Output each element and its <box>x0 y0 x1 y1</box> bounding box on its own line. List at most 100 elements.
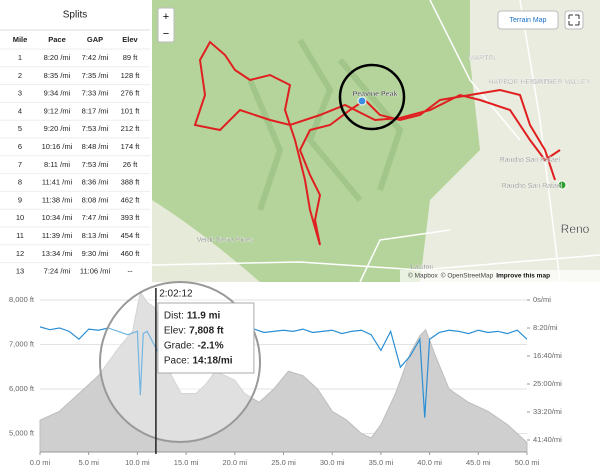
x-tick-label: 15.0 mi <box>174 458 199 467</box>
cell: 7 <box>18 160 22 169</box>
cell: 5 <box>18 124 22 133</box>
cell: 11:41 /mi <box>42 178 73 187</box>
cell: 8:35 /mi <box>44 71 71 80</box>
tooltip-label: Pace: <box>164 356 190 367</box>
y2-tick-label: 33:20/mi <box>533 407 562 416</box>
cell: 26 ft <box>123 160 139 169</box>
cell: 10:34 /mi <box>42 213 73 222</box>
cell: 7:53 /mi <box>82 124 109 133</box>
tooltip-value: 7,808 ft <box>189 326 224 337</box>
y-tick-label: 8,000 ft <box>9 295 35 304</box>
cell: 1 <box>18 53 22 62</box>
y2-tick-label: 8:20/mi <box>533 323 558 332</box>
cell: 388 ft <box>121 178 141 187</box>
elevation-chart[interactable]: 5,000 ft 6,000 ft 7,000 ft 8,000 ft 0.0 mi 5.… <box>0 281 600 473</box>
column-header: GAP <box>87 35 103 44</box>
attribution: © OpenStreetMap <box>441 272 494 280</box>
urban-area <box>420 0 600 282</box>
cell: 8:08 /mi <box>82 195 109 204</box>
cell: 7:35 /mi <box>82 71 109 80</box>
tooltip-value: 11.9 mi <box>187 311 221 322</box>
x-tick-label: 10.0 mi <box>125 458 150 467</box>
column-header: Elev <box>122 35 138 44</box>
cell: 212 ft <box>121 124 141 133</box>
map-label: Peavine Peak <box>353 91 398 98</box>
tooltip-value: -2.1% <box>197 341 223 352</box>
cell: 8:17 /mi <box>82 106 109 115</box>
start-marker <box>557 180 567 190</box>
cell: 462 ft <box>121 195 141 204</box>
cursor-time: 2:02:12 <box>159 289 193 300</box>
cell: 11 <box>16 231 24 240</box>
cell: 8:36 /mi <box>82 178 109 187</box>
tooltip-label: Grade: <box>164 341 195 352</box>
map-label: PANTHER VALLEY <box>530 79 591 86</box>
map[interactable]: + − Terrain Map Peavine Peak Verdi-Sierra… <box>151 0 600 283</box>
pace-line <box>39 326 528 418</box>
x-tick-label: 30.0 mi <box>320 458 345 467</box>
cell: 12 <box>16 249 24 258</box>
cell: 11:06 /mi <box>80 267 111 276</box>
cell: 9:20 /mi <box>44 124 71 133</box>
tooltip-value: 14:18/mi <box>192 356 232 367</box>
cell: 3 <box>18 89 22 98</box>
x-tick-label: 35.0 mi <box>369 458 394 467</box>
cell: 7:24 /mi <box>44 267 71 276</box>
y2-tick-label: 0s/mi <box>533 295 551 304</box>
map-label: Rancho San Rafael <box>502 183 563 190</box>
zoom-control[interactable] <box>157 7 175 43</box>
x-tick-label: 25.0 mi <box>271 458 296 467</box>
zoom-out[interactable]: − <box>163 28 169 40</box>
cell: 2 <box>18 71 22 80</box>
cell: 128 ft <box>121 71 141 80</box>
cell: 8:20 /mi <box>44 53 71 62</box>
cell: 13:34 /mi <box>42 249 73 258</box>
cell: 276 ft <box>121 89 141 98</box>
map-style-label[interactable]: Terrain Map <box>510 17 547 24</box>
cell: 174 ft <box>121 142 141 151</box>
cell: 7:53 /mi <box>82 160 109 169</box>
cell: 460 ft <box>121 249 141 258</box>
splits-title: Splits <box>63 10 87 21</box>
roads <box>151 0 600 283</box>
map-label: Rancho San Rafael <box>500 157 561 164</box>
cell: 11:38 /mi <box>42 195 73 204</box>
x-tick-label: 50.0 mi <box>515 458 540 467</box>
cell: 10 <box>16 213 24 222</box>
map-label: Verdi-Sierra Pines <box>197 237 254 244</box>
cell: 9:30 /mi <box>82 249 109 258</box>
tooltip-label: Dist: <box>164 311 184 322</box>
attribution: © Mapbox <box>408 272 438 280</box>
fullscreen-button[interactable] <box>564 10 584 30</box>
y2-tick-label: 16:40/mi <box>533 351 562 360</box>
map-style-button[interactable] <box>497 10 559 30</box>
column-header: Pace <box>48 35 66 44</box>
cell: 7:42 /mi <box>82 53 109 62</box>
map-label: MARTIN <box>469 55 496 62</box>
zoom-in[interactable]: + <box>163 11 169 23</box>
cell: 4 <box>18 106 22 115</box>
panel-bg <box>0 0 150 282</box>
cell: 101 ft <box>121 106 141 115</box>
y2-tick-label: 25:00/mi <box>533 379 562 388</box>
map-label: HARBOR HEIGHTS <box>488 79 551 86</box>
y-tick-label: 7,000 ft <box>9 340 35 349</box>
cell: 7:47 /mi <box>82 213 109 222</box>
cell: 10:16 /mi <box>42 142 73 151</box>
cell: 11:39 /mi <box>42 231 73 240</box>
x-tick-label: 20.0 mi <box>222 458 247 467</box>
y-tick-label: 5,000 ft <box>9 429 35 438</box>
splits-panel: Splits Mile Pace GAP Elev 1 8:20 /mi 7:42 /mi 8… <box>0 0 150 282</box>
peak-marker <box>357 96 367 106</box>
x-tick-label: 5.0 mi <box>78 458 99 467</box>
column-header: Mile <box>13 35 28 44</box>
elevation-area <box>39 290 528 453</box>
tooltip-label: Elev: <box>164 326 186 337</box>
cell: 89 ft <box>123 53 139 62</box>
y2-tick-label: 41:40/mi <box>533 435 562 444</box>
cell: 9:12 /mi <box>44 106 71 115</box>
attribution[interactable]: Improve this map <box>496 273 550 280</box>
